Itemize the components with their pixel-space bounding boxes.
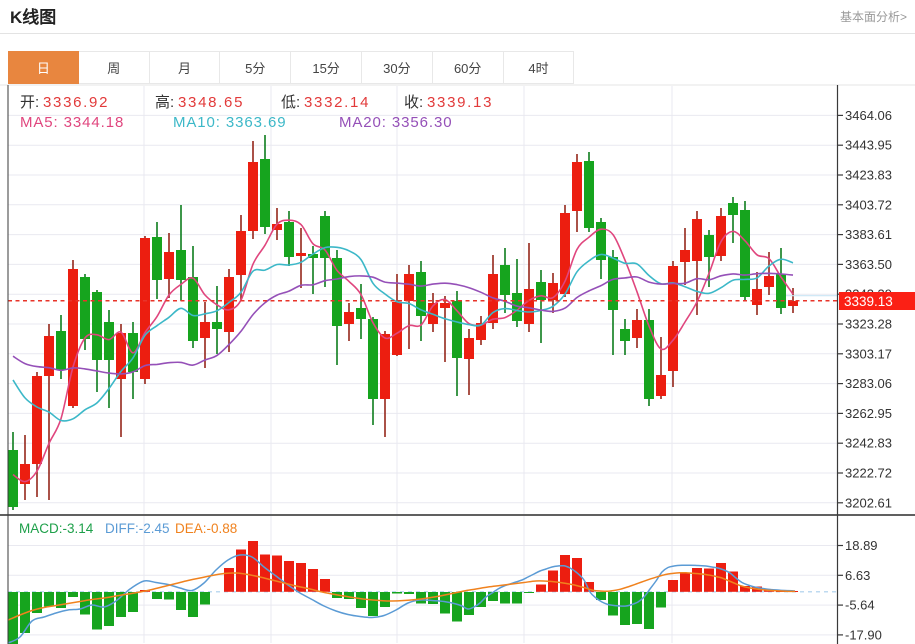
svg-text:18.89: 18.89 <box>845 538 878 553</box>
svg-text:-5.64: -5.64 <box>845 598 875 613</box>
svg-text:3339.13: 3339.13 <box>427 94 493 111</box>
svg-text:开:: 开: <box>20 94 39 111</box>
svg-text:3403.72: 3403.72 <box>845 197 892 212</box>
svg-text:3423.83: 3423.83 <box>845 168 892 183</box>
svg-text:3348.65: 3348.65 <box>178 94 244 111</box>
svg-text:DIFF:-2.45: DIFF:-2.45 <box>105 521 170 536</box>
svg-text:3262.95: 3262.95 <box>845 406 892 421</box>
svg-text:3303.17: 3303.17 <box>845 346 892 361</box>
svg-text:MA10: 3363.69: MA10: 3363.69 <box>173 114 286 131</box>
svg-text:3383.61: 3383.61 <box>845 227 892 242</box>
svg-text:低:: 低: <box>281 94 300 111</box>
svg-text:3283.06: 3283.06 <box>845 376 892 391</box>
svg-text:3323.28: 3323.28 <box>845 317 892 332</box>
svg-text:3202.61: 3202.61 <box>845 495 892 510</box>
svg-text:DEA:-0.88: DEA:-0.88 <box>175 521 237 536</box>
svg-text:MA5: 3344.18: MA5: 3344.18 <box>20 114 124 131</box>
svg-text:3464.06: 3464.06 <box>845 108 892 123</box>
svg-text:收:: 收: <box>404 94 423 111</box>
svg-text:3443.95: 3443.95 <box>845 138 892 153</box>
svg-text:MACD:-3.14: MACD:-3.14 <box>19 521 94 536</box>
svg-text:3242.83: 3242.83 <box>845 436 892 451</box>
svg-text:3363.50: 3363.50 <box>845 257 892 272</box>
svg-text:3332.14: 3332.14 <box>304 94 370 111</box>
svg-text:MA20: 3356.30: MA20: 3356.30 <box>339 114 452 131</box>
svg-text:6.63: 6.63 <box>845 568 870 583</box>
svg-text:3222.72: 3222.72 <box>845 466 892 481</box>
svg-text:-17.90: -17.90 <box>845 627 882 642</box>
svg-text:3339.13: 3339.13 <box>844 294 893 309</box>
svg-text:高:: 高: <box>155 94 174 111</box>
svg-text:3336.92: 3336.92 <box>43 94 109 111</box>
